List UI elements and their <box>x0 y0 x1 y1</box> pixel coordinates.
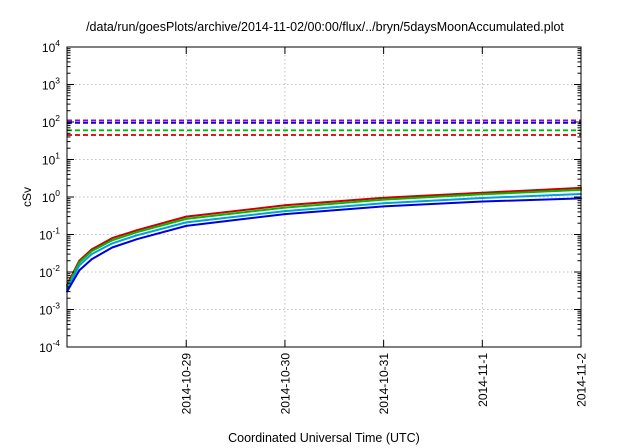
series-line <box>66 188 582 288</box>
series-line <box>66 186 582 286</box>
chart-title: /data/run/goesPlots/archive/2014-11-02/0… <box>86 20 564 34</box>
y-tick-label: 101 <box>42 151 60 168</box>
y-axis: 10-4 10-3 10-2 10-1 100 101 102 103 104 <box>39 38 581 355</box>
series-layer <box>66 119 582 293</box>
y-tick-label: 102 <box>42 113 60 130</box>
x-tick-label: 2014-10-30 <box>278 353 292 415</box>
x-tick-label: 2014-11-2 <box>575 353 589 407</box>
y-tick-label: 10-4 <box>39 338 60 355</box>
x-tick-label: 2014-10-29 <box>180 353 194 415</box>
series-line <box>66 197 582 293</box>
y-tick-label: 104 <box>42 38 60 55</box>
y-tick-label: 10-1 <box>39 226 60 243</box>
series-line <box>66 193 582 291</box>
y-tick-label: 103 <box>42 76 60 93</box>
y-tick-label: 10-3 <box>39 301 60 318</box>
y-axis-label: cSv <box>20 187 34 207</box>
y-tick-label: 100 <box>42 188 60 205</box>
x-axis: 2014-10-29 2014-10-30 2014-10-31 2014-11-1 2… <box>180 47 589 414</box>
x-tick-label: 2014-10-31 <box>377 353 391 415</box>
x-axis-label: Coordinated Universal Time (UTC) <box>228 431 420 445</box>
x-tick-label: 2014-11-1 <box>476 353 490 407</box>
y-tick-label: 10-2 <box>39 263 60 280</box>
